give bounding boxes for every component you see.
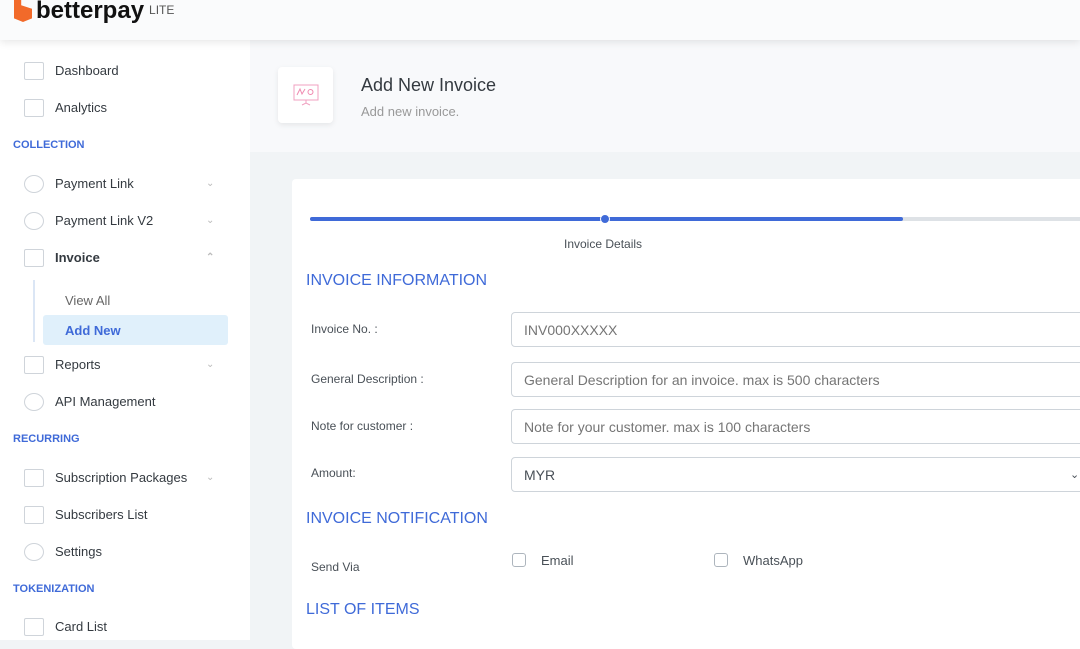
chevron-down-icon: ⌄ <box>206 215 215 226</box>
wizard-step-dot[interactable] <box>600 214 610 224</box>
clipboard-icon <box>24 505 44 524</box>
section-title-invoice-information: INVOICE INFORMATION <box>306 272 488 289</box>
sidebar-item-card-list[interactable]: Card List <box>0 608 250 645</box>
label: Subscription Packages <box>55 470 188 485</box>
label: Payment Link <box>55 176 134 191</box>
page-title: Add New Invoice <box>361 75 497 95</box>
chevron-down-icon: ⌄ <box>206 472 215 483</box>
link-icon <box>24 211 44 230</box>
wizard-step-label[interactable]: Invoice Details <box>564 237 643 251</box>
label: Reports <box>55 357 101 372</box>
gear-icon <box>24 392 44 411</box>
label: Payment Link V2 <box>55 213 154 228</box>
clipboard-icon <box>24 617 44 636</box>
sidebar-item-payment-link-v2[interactable]: Payment Link V2 ⌄ <box>0 202 250 239</box>
sidebar-item-api-management[interactable]: API Management <box>0 383 250 420</box>
link-icon <box>24 174 44 193</box>
section-heading-collection: COLLECTION <box>13 139 85 151</box>
note-label: Note for customer : <box>311 419 414 433</box>
chevron-up-icon: ⌃ <box>206 252 215 263</box>
logo-text: betterpay <box>36 0 145 24</box>
sidebar-item-subscribers-list[interactable]: Subscribers List <box>0 496 250 533</box>
sidebar-item-view-all[interactable]: View All <box>65 293 111 308</box>
section-heading-recurring: RECURRING <box>13 433 80 445</box>
sidebar-item-dashboard[interactable]: Dashboard <box>0 52 250 89</box>
currency-value: MYR <box>524 466 556 483</box>
presentation-icon <box>278 67 333 123</box>
sidebar-item-add-new-active[interactable] <box>43 315 228 345</box>
sidebar-item-add-new[interactable]: Add New <box>65 323 121 338</box>
label: Subscribers List <box>55 507 148 522</box>
sidebar-item-payment-link[interactable]: Payment Link ⌄ <box>0 165 250 202</box>
clipboard-icon <box>24 248 44 267</box>
sidebar-item-analytics[interactable]: Analytics <box>0 89 250 126</box>
sidebar-item-subscription-packages[interactable]: Subscription Packages ⌄ <box>0 459 250 496</box>
section-heading-tokenization: TOKENIZATION <box>13 583 95 595</box>
wizard-progress <box>310 217 1080 221</box>
page-header <box>250 40 1080 152</box>
presentation-icon <box>24 98 44 117</box>
page-subtitle: Add new invoice. <box>361 104 460 119</box>
logo-tag: LITE <box>149 3 175 17</box>
send-via-label: Send Via <box>311 560 360 574</box>
label: API Management <box>55 394 156 409</box>
label: Dashboard <box>55 63 119 78</box>
label: Settings <box>55 544 102 559</box>
chevron-down-icon: ⌄ <box>206 359 215 370</box>
section-title-invoice-notification: INVOICE NOTIFICATION <box>306 510 488 527</box>
presentation-icon <box>24 61 44 80</box>
logo-mark-icon <box>14 0 32 22</box>
chevron-down-icon: ⌄ <box>206 178 215 189</box>
submenu-line <box>33 280 35 342</box>
whatsapp-checkbox-label[interactable]: WhatsApp <box>743 553 803 568</box>
whatsapp-checkbox[interactable] <box>714 553 728 567</box>
sidebar-item-reports[interactable]: Reports ⌄ <box>0 346 250 383</box>
gift-icon <box>24 468 44 487</box>
top-bar: betterpay LITE <box>0 0 1080 40</box>
folder-icon <box>24 355 44 374</box>
label: Analytics <box>55 100 108 115</box>
chevron-down-icon: ⌄ <box>1070 469 1080 481</box>
note-input[interactable] <box>511 409 1080 444</box>
invoice-no-label: Invoice No. : <box>311 322 378 336</box>
description-label: General Description : <box>311 372 424 386</box>
label: Invoice <box>55 250 100 265</box>
currency-select[interactable]: MYR ⌄ <box>511 457 1080 492</box>
section-title-list-of-items: LIST OF ITEMS <box>306 601 420 618</box>
amount-label: Amount: <box>311 466 356 480</box>
label: Card List <box>55 619 108 634</box>
gear-icon <box>24 542 44 561</box>
invoice-no-input[interactable] <box>511 312 1080 347</box>
sidebar-item-invoice[interactable]: Invoice ⌃ <box>0 239 250 276</box>
description-input[interactable] <box>511 362 1080 397</box>
email-checkbox-label[interactable]: Email <box>541 553 574 568</box>
sidebar-item-settings[interactable]: Settings <box>0 533 250 570</box>
logo[interactable]: betterpay LITE <box>14 0 174 24</box>
email-checkbox[interactable] <box>512 553 526 567</box>
